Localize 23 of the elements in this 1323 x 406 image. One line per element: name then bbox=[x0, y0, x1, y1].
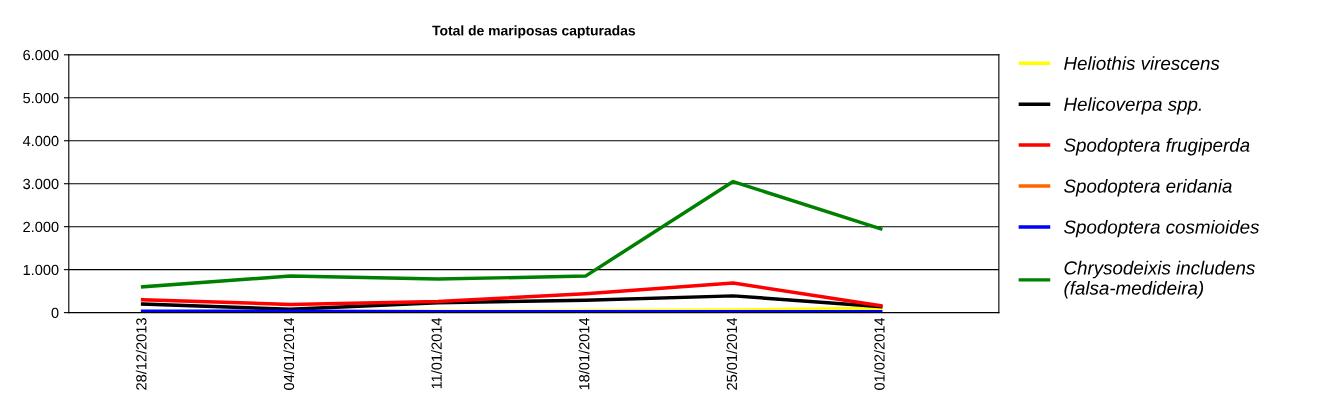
line-series bbox=[140, 179, 883, 289]
legend-label: Chrysodeixis includens (falsa-medideira) bbox=[1064, 260, 1255, 299]
y-tick-label: 5.000 bbox=[23, 92, 59, 104]
legend-label: Spodoptera frugiperda bbox=[1064, 138, 1250, 156]
x-tick-label: 18/01/2014 bbox=[578, 317, 590, 390]
line-series bbox=[140, 281, 883, 308]
y-tick-label: 2.000 bbox=[23, 221, 59, 233]
x-tick-label: 25/01/2014 bbox=[726, 317, 738, 390]
y-tick-label: 3.000 bbox=[23, 178, 59, 190]
legend-label: Heliothis virescens bbox=[1064, 56, 1220, 70]
chart-title: Total de mariposas capturadas bbox=[432, 25, 636, 39]
x-tick-label: 04/01/2014 bbox=[283, 317, 295, 390]
y-tick-label: 6.000 bbox=[23, 49, 59, 61]
legend-label: Spodoptera cosmioides bbox=[1064, 219, 1260, 238]
legend-label: Spodoptera eridania bbox=[1064, 178, 1232, 197]
y-tick-label: 1.000 bbox=[23, 264, 59, 276]
x-tick-label: 28/12/2013 bbox=[135, 318, 147, 390]
y-tick-label: 4.000 bbox=[22, 135, 59, 147]
legend-label: Helicoverpa spp. bbox=[1064, 97, 1201, 115]
x-tick-label: 01/02/2014 bbox=[873, 317, 885, 390]
x-tick-label: 11/01/2014 bbox=[431, 317, 442, 389]
line-series bbox=[140, 294, 883, 311]
y-tick-label: 0 bbox=[51, 307, 59, 319]
